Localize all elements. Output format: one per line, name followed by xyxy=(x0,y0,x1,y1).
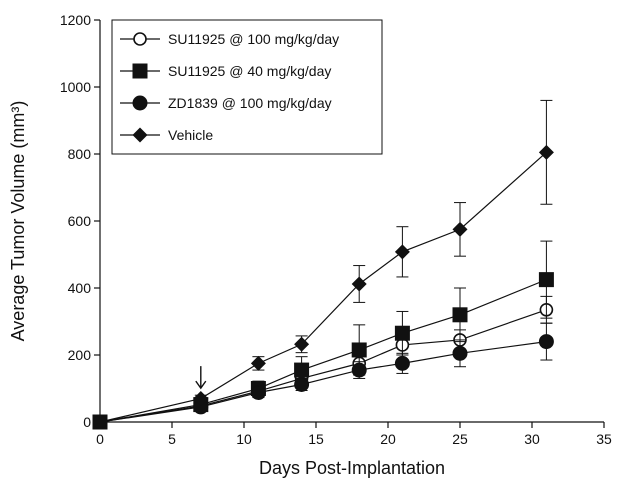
x-tick-label: 15 xyxy=(308,431,324,447)
y-tick-label: 200 xyxy=(68,347,92,363)
series-2 xyxy=(92,322,554,430)
series-line xyxy=(99,279,547,423)
y-tick-label: 0 xyxy=(83,414,91,430)
x-tick-label: 10 xyxy=(236,431,252,447)
data-point xyxy=(538,144,554,160)
data-point xyxy=(193,391,209,407)
legend-box xyxy=(111,19,383,155)
legend: SU11925 @ 100 mg/kg/day SU11925 @ 40 mg/k… xyxy=(111,19,383,155)
data-point xyxy=(452,345,468,361)
y-axis-title: Average Tumor Volume (mm³) xyxy=(8,101,28,342)
annotation-arrow xyxy=(195,366,207,390)
data-point xyxy=(452,307,468,323)
legend-marker xyxy=(133,32,147,46)
data-point xyxy=(294,376,310,392)
x-tick-label: 30 xyxy=(524,431,540,447)
x-tick-label: 20 xyxy=(380,431,396,447)
series-line xyxy=(99,309,547,423)
data-point xyxy=(92,414,108,430)
x-tick-label: 0 xyxy=(96,431,104,447)
data-point xyxy=(394,325,410,341)
arrow-head xyxy=(195,380,207,390)
y-tick-label: 1200 xyxy=(60,12,91,28)
legend-label: Vehicle xyxy=(168,127,213,143)
data-point xyxy=(294,336,310,352)
legend-label: SU11925 @ 100 mg/kg/day xyxy=(168,31,339,47)
legend-marker xyxy=(132,95,148,111)
legend-marker xyxy=(132,63,148,79)
data-point xyxy=(351,342,367,358)
data-point xyxy=(394,244,410,260)
x-tick-label: 25 xyxy=(452,431,468,447)
x-tick-label: 35 xyxy=(596,431,612,447)
series-line xyxy=(99,341,547,423)
ticks: 0 5 10 15 20 25 30 35 0 200 400 600 800 1000 1200 xyxy=(60,12,612,447)
data-point xyxy=(351,362,367,378)
data-point xyxy=(250,355,266,371)
series-layer xyxy=(92,99,554,430)
series-1 xyxy=(92,240,554,430)
data-point xyxy=(294,362,310,378)
series-3 xyxy=(92,99,554,430)
y-tick-label: 1000 xyxy=(60,79,91,95)
data-point xyxy=(394,355,410,371)
y-tick-label: 800 xyxy=(68,146,92,162)
x-tick-label: 5 xyxy=(168,431,176,447)
x-axis-title: Days Post-Implantation xyxy=(259,458,445,478)
legend-label: ZD1839 @ 100 mg/kg/day xyxy=(168,95,332,111)
legend-marker xyxy=(132,127,148,143)
legend-label: SU11925 @ 40 mg/kg/day xyxy=(168,63,331,79)
data-point xyxy=(538,272,554,288)
y-tick-label: 400 xyxy=(68,280,92,296)
data-point xyxy=(351,276,367,292)
y-tick-label: 600 xyxy=(68,213,92,229)
series-line xyxy=(99,151,547,423)
data-point xyxy=(538,334,554,350)
data-point xyxy=(250,385,266,401)
data-point xyxy=(452,221,468,237)
